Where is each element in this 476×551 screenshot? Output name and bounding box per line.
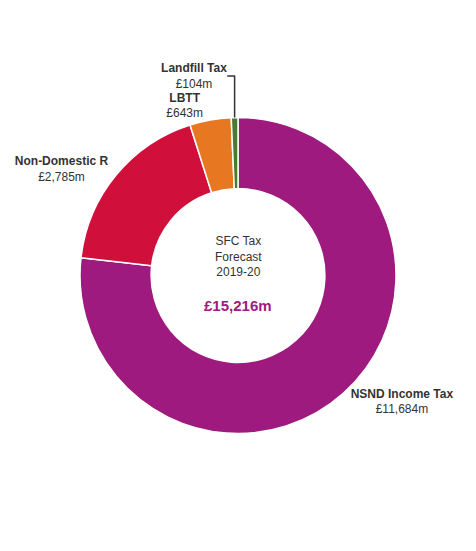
svg-text:£15,216m: £15,216m xyxy=(204,297,272,314)
svg-text:Landfill Tax£104m: Landfill Tax£104m xyxy=(161,61,227,91)
svg-text:NSND Income Tax£11,684m: NSND Income Tax£11,684m xyxy=(351,387,454,417)
svg-text:LBTT£643m: LBTT£643m xyxy=(166,91,203,121)
svg-text:Non-Domestic R£2,785m: Non-Domestic R£2,785m xyxy=(15,154,109,184)
svg-text:SFC TaxForecast2019-20: SFC TaxForecast2019-20 xyxy=(215,234,262,279)
